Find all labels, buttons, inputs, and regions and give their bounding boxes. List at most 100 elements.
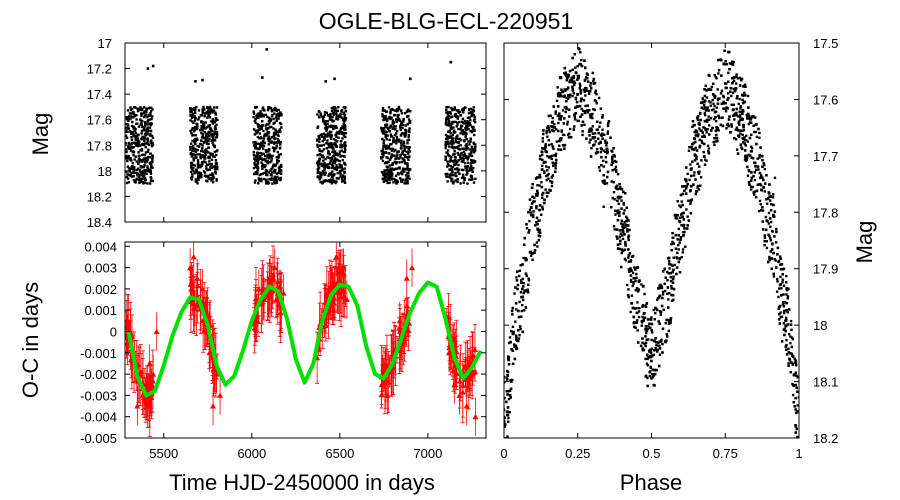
phase-point xyxy=(714,119,718,123)
light-curve-point xyxy=(267,126,270,130)
phase-point xyxy=(520,279,523,282)
light-curve-point xyxy=(206,168,210,172)
light-curve-point xyxy=(323,134,327,138)
light-curve-point xyxy=(125,126,128,129)
light-curve-point xyxy=(144,156,148,160)
light-curve-point xyxy=(125,116,128,119)
oc-observation xyxy=(190,253,197,260)
light-curve-point xyxy=(462,154,465,158)
light-curve-point xyxy=(472,159,475,162)
light-curve-point xyxy=(201,147,204,150)
light-curve-point xyxy=(256,162,260,165)
light-curve-point xyxy=(451,115,454,118)
light-curve-point xyxy=(136,109,140,113)
light-curve-point xyxy=(463,140,466,143)
light-curve-point xyxy=(200,136,204,139)
phase-point xyxy=(790,328,793,332)
light-curve-point xyxy=(391,147,395,150)
light-curve-season xyxy=(124,106,155,185)
light-curve-point xyxy=(215,153,218,157)
light-curve-point xyxy=(142,115,146,119)
light-curve-point xyxy=(334,124,337,128)
light-curve-point xyxy=(452,173,455,177)
light-curve-point xyxy=(381,114,384,118)
light-curve-point xyxy=(197,109,201,112)
light-curve-point xyxy=(458,137,461,141)
light-curve-point xyxy=(466,164,469,168)
phase-point xyxy=(677,227,681,231)
oc-observation xyxy=(343,296,350,303)
phase-point xyxy=(541,140,545,143)
light-curve-point xyxy=(211,111,214,114)
light-curve-point xyxy=(317,161,321,164)
light-curve-ytick-label: 17.8 xyxy=(87,138,112,153)
light-curve-point xyxy=(380,126,383,130)
light-curve-point xyxy=(189,114,192,117)
light-curve-point xyxy=(272,122,275,125)
light-curve-point xyxy=(468,152,472,156)
light-curve-point xyxy=(316,167,320,171)
light-curve-point xyxy=(447,105,450,109)
light-curve-point xyxy=(275,144,278,148)
light-curve-point xyxy=(407,133,411,137)
light-curve-point xyxy=(382,141,385,145)
light-curve-point xyxy=(197,174,200,177)
light-curve-point xyxy=(146,120,150,123)
light-curve-point xyxy=(467,140,470,143)
light-curve-point xyxy=(211,178,214,181)
light-curve-point xyxy=(142,153,145,156)
light-curve-point xyxy=(263,141,266,145)
light-curve-point xyxy=(192,130,196,133)
light-curve-point xyxy=(338,130,342,134)
light-curve-point xyxy=(151,160,154,164)
light-curve-point xyxy=(397,157,401,160)
light-curve-point xyxy=(459,124,463,128)
light-curve-point xyxy=(268,178,271,181)
light-curve-point xyxy=(196,182,199,185)
light-curve-point xyxy=(214,125,217,128)
phase-point xyxy=(768,199,772,202)
light-curve-point xyxy=(465,173,468,176)
light-curve-point xyxy=(381,113,384,116)
light-curve-point xyxy=(387,152,391,155)
light-curve-point xyxy=(342,175,346,179)
light-curve-point xyxy=(201,154,204,157)
light-curve-point xyxy=(203,174,207,177)
light-curve-point xyxy=(472,126,475,129)
light-curve-point xyxy=(135,118,138,121)
light-curve-point xyxy=(380,129,384,133)
light-curve-point xyxy=(405,182,408,185)
light-curve-point xyxy=(387,106,391,109)
light-curve-point xyxy=(191,112,195,116)
light-curve-point xyxy=(260,161,263,164)
light-curve-point xyxy=(278,121,282,125)
light-curve-point xyxy=(194,142,197,146)
light-curve-point xyxy=(196,144,199,148)
phase-point xyxy=(644,357,647,361)
light-curve-point xyxy=(337,114,341,117)
phase-point xyxy=(752,124,755,128)
light-curve-point xyxy=(319,112,323,115)
light-curve-point xyxy=(253,144,257,147)
light-curve-point xyxy=(461,129,465,132)
light-curve-point xyxy=(256,147,260,151)
oc-xtick-label: 6000 xyxy=(237,446,266,461)
phase-point xyxy=(767,211,771,215)
light-curve-point xyxy=(150,143,154,146)
light-curve-point xyxy=(401,178,404,181)
light-curve-point xyxy=(211,139,214,142)
light-curve-point xyxy=(130,107,134,111)
light-curve-point xyxy=(389,133,393,136)
light-curve-point xyxy=(394,139,398,142)
light-curve-point xyxy=(472,119,476,122)
light-curve-point xyxy=(200,127,203,130)
light-curve-point xyxy=(149,106,152,109)
light-curve-point xyxy=(144,142,147,145)
light-curve-point xyxy=(206,179,209,182)
light-curve-point xyxy=(136,108,140,111)
light-curve-point xyxy=(201,144,204,147)
oc-observation xyxy=(336,268,343,275)
light-curve-point xyxy=(318,159,321,162)
light-curve-point xyxy=(342,133,345,136)
